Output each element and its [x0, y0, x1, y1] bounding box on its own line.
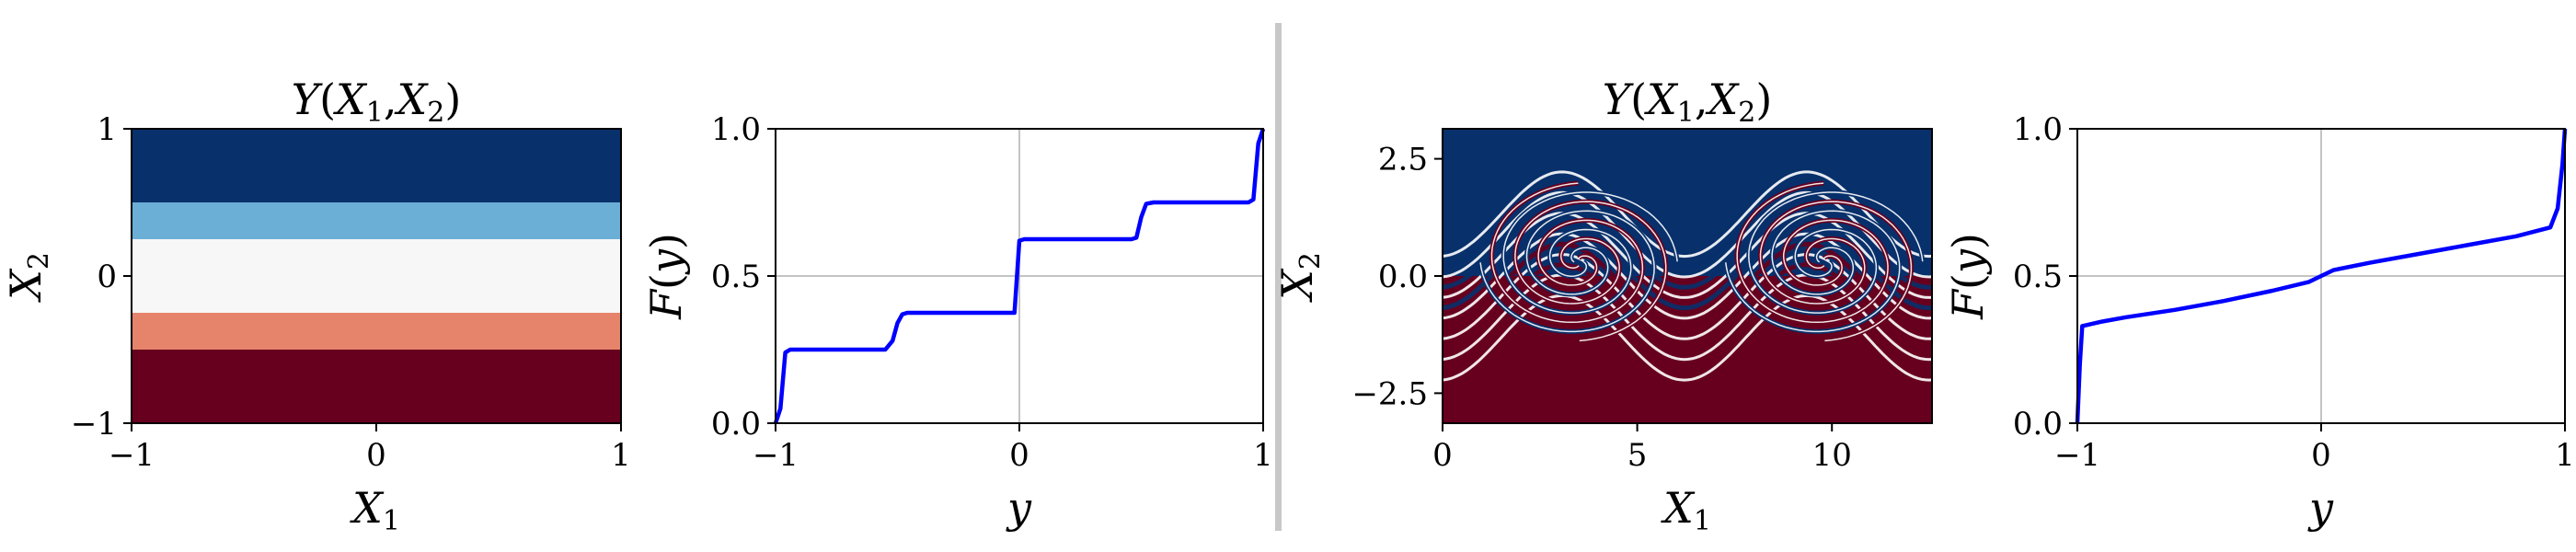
- panel-c-ticks: 0 5 10 −2.5 0.0 2.5: [1351, 142, 1851, 474]
- panel-a-title: Y(X1,X2): [292, 75, 462, 129]
- braid-stripe: [1443, 200, 1932, 290]
- panel-a-bands: [132, 129, 621, 423]
- panel-c-xlabel: X1: [1661, 483, 1711, 537]
- x-tick-label: 0: [2311, 437, 2331, 474]
- x-tick-label: 0: [1009, 437, 1029, 474]
- heatmap-band: [132, 239, 621, 313]
- heatmap-band: [132, 313, 621, 350]
- panel-a-xlabel: X1: [350, 483, 400, 537]
- y-tick-label: 0: [97, 259, 117, 295]
- panel-b-ticks: −1 0 1 0.0 0.5 1.0: [711, 111, 1273, 474]
- panel-c-heatmap: 0 5 10 −2.5 0.0 2.5 Y(X1,X2) X1 X2: [1272, 75, 1933, 537]
- panel-d-ticks: −1 0 1 0.0 0.5 1.0: [2013, 111, 2575, 474]
- heatmap-band: [132, 129, 621, 202]
- heatmap-band: [132, 202, 621, 239]
- panel-b-ylabel: F(y): [641, 233, 691, 320]
- panel-c-ylabel: X2: [1272, 252, 1327, 303]
- vortex-arm-highlight: [1479, 210, 1655, 333]
- braid-stripe: [1443, 282, 1932, 373]
- panel-b-curve: [773, 128, 1266, 424]
- braid-stripe: [1443, 293, 1932, 382]
- panel-a-heatmap: −1 0 1 −1 0 1 Y(X1,X2) X1 X2: [1, 75, 631, 537]
- y-tick-label: 2.5: [1378, 142, 1428, 178]
- x-tick-label: −1: [109, 437, 155, 474]
- y-tick-label: 1.0: [711, 111, 761, 148]
- vortex-arm-highlight: [1748, 191, 1924, 314]
- panel-a-ylabel: X2: [1, 252, 55, 303]
- vortex-arm-highlight: [1514, 201, 1667, 342]
- y-tick-label: 0.0: [2013, 406, 2063, 443]
- braid-stripe: [1443, 221, 1932, 311]
- x-tick-label: −1: [753, 437, 799, 474]
- x-tick-label: 0: [366, 437, 386, 474]
- panel-b-xlabel: y: [1006, 483, 1032, 533]
- heatmap-band: [132, 350, 621, 423]
- panel-d-ylabel: F(y): [1943, 233, 1993, 320]
- panel-b-grid: [775, 128, 1264, 424]
- vortex-arm-highlight: [1724, 210, 1901, 333]
- braid-stripe: [1443, 170, 1932, 259]
- braid-stripe: [1443, 273, 1932, 362]
- x-tick-label: 5: [1627, 437, 1648, 474]
- panel-c-title: Y(X1,X2): [1603, 75, 1773, 129]
- vortex-arm-highlight: [1736, 182, 1889, 324]
- vortex-arm-highlight: [1490, 182, 1644, 324]
- x-tick-label: 1: [1253, 437, 1273, 474]
- y-tick-label: 1: [97, 111, 117, 148]
- y-tick-label: 0.5: [2013, 259, 2063, 295]
- panel-d-xlabel: y: [2307, 483, 2334, 533]
- x-tick-label: 1: [611, 437, 631, 474]
- panel-c-vortex-texture: [1443, 170, 1932, 382]
- y-tick-label: 0.5: [711, 259, 761, 295]
- y-tick-label: −2.5: [1351, 375, 1428, 412]
- y-tick-label: −1: [71, 406, 117, 443]
- x-tick-label: 1: [2555, 437, 2575, 474]
- panel-a-ticks: −1 0 1 −1 0 1: [71, 111, 631, 474]
- panel-b-cdf: −1 0 1 0.0 0.5 1.0 y F(y): [641, 111, 1273, 533]
- y-tick-label: 1.0: [2013, 111, 2063, 148]
- figure-divider: [1275, 23, 1282, 531]
- x-tick-label: −1: [2054, 437, 2100, 474]
- vortex-arm-highlight: [1759, 201, 1913, 342]
- x-tick-label: 0: [1432, 437, 1453, 474]
- y-tick-label: 0.0: [1378, 259, 1428, 295]
- panel-d-curve: [2075, 128, 2568, 424]
- y-tick-label: 0.0: [711, 406, 761, 443]
- vortex-arm-highlight: [1502, 191, 1678, 314]
- panel-d-cdf: −1 0 1 0.0 0.5 1.0 y F(y): [1943, 111, 2575, 533]
- x-tick-label: 10: [1812, 437, 1852, 474]
